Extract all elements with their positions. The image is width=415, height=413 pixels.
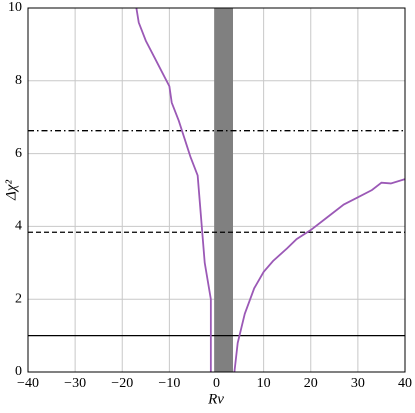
curve [135, 7, 212, 372]
y-tick-label: 4 [15, 219, 22, 234]
y-tick-label: 10 [8, 0, 22, 15]
excluded-band [214, 8, 233, 372]
x-tick-label: −20 [111, 376, 133, 391]
x-tick-label: 20 [304, 376, 318, 391]
x-axis-label: Rν [207, 391, 224, 407]
plot-frame [27, 7, 406, 373]
x-tick-label: −40 [17, 376, 39, 391]
x-tick-label: 10 [257, 376, 271, 391]
x-tick-label: 0 [213, 376, 220, 391]
curve [233, 178, 406, 373]
x-tick-label: 40 [398, 376, 412, 391]
x-tick-label: 30 [351, 376, 365, 391]
y-tick-label: 8 [15, 73, 22, 88]
x-tick-label: −10 [158, 376, 180, 391]
y-axis-label: Δχ² [3, 180, 19, 201]
x-tick-label: −30 [64, 376, 86, 391]
y-tick-label: 6 [15, 146, 22, 161]
y-tick-label: 2 [15, 291, 22, 306]
y-tick-label: 0 [15, 364, 22, 379]
